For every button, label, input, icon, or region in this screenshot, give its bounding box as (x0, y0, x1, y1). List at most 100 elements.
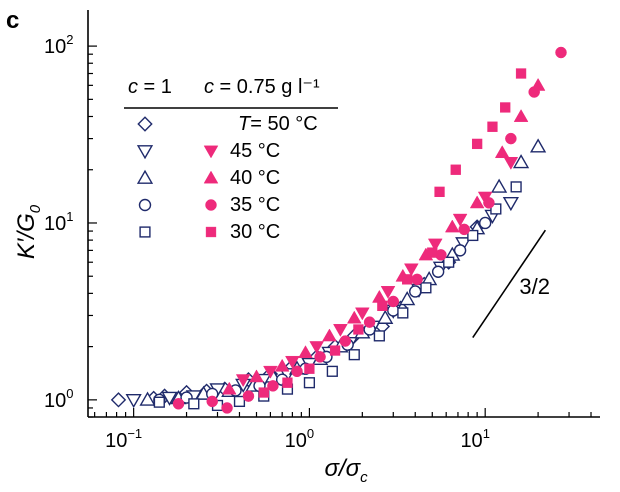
series-c075-45C (235, 156, 519, 388)
data-point (242, 390, 255, 402)
data-point (490, 203, 502, 215)
data-point (322, 328, 337, 342)
legend-marker-open (138, 198, 152, 212)
y-tick-label: 101 (44, 209, 73, 235)
legend-marker-filled (205, 199, 217, 211)
slope-annotation: 3/2 (472, 229, 550, 339)
legend-marker-open (137, 116, 153, 132)
data-point (443, 256, 455, 268)
data-point (427, 247, 438, 258)
data-point (510, 181, 522, 193)
legend-label: 45 °C (230, 140, 280, 162)
data-point (380, 286, 396, 299)
data-point (326, 365, 338, 377)
data-point (373, 330, 385, 342)
data-point (363, 316, 376, 328)
data-point (353, 324, 364, 335)
legend-label: 30 °C (230, 221, 280, 243)
legend-marker-filled (205, 226, 217, 238)
data-point (285, 355, 300, 369)
data-point (399, 291, 416, 306)
data-point (513, 109, 529, 122)
data-points (110, 46, 567, 414)
data-point (161, 391, 178, 406)
x-tick-label: 100 (285, 426, 314, 452)
series-c075-30C (258, 68, 527, 398)
data-point (450, 164, 461, 175)
data-point (339, 335, 352, 347)
y-tick-label: 100 (44, 386, 73, 412)
legend: c = 1 c = 0.75 g l⁻¹ T= 50 °C 45 °C 40 °C 3… (124, 76, 338, 243)
data-point (372, 289, 387, 303)
legend-marker-filled (203, 170, 219, 184)
data-point (125, 393, 142, 409)
legend-label: T= 50 °C (238, 113, 318, 135)
legend-marker-open (139, 226, 151, 238)
data-point (403, 263, 419, 277)
data-point (458, 223, 470, 236)
data-point (515, 68, 527, 79)
data-point (221, 381, 237, 395)
legend-header-c075: c = 0.75 g l⁻¹ (204, 76, 320, 98)
data-point (346, 310, 362, 324)
legend-marker-open (136, 169, 154, 184)
x-tick-label: 10−1 (105, 426, 142, 452)
data-point (377, 309, 394, 324)
data-point (153, 396, 165, 408)
data-point (354, 307, 370, 321)
data-point (188, 398, 200, 410)
data-point (411, 273, 423, 286)
data-point (469, 195, 485, 209)
series-c075-35C (172, 46, 567, 414)
y-axis-label: K′/G0 (13, 204, 44, 259)
data-point (377, 300, 388, 312)
data-point (258, 387, 269, 398)
y-tick-label: 102 (44, 32, 73, 58)
data-point (503, 156, 519, 170)
data-point (235, 374, 251, 388)
data-point (467, 229, 479, 242)
legend-marker-open (136, 145, 154, 160)
data-point (431, 265, 445, 278)
data-point (304, 363, 315, 374)
data-point (483, 197, 495, 209)
data-point (233, 395, 246, 408)
data-point (298, 345, 313, 359)
data-point (267, 380, 279, 392)
axis-ticks (88, 45, 592, 418)
data-point (420, 282, 432, 294)
data-point (291, 365, 303, 378)
data-point (478, 216, 492, 230)
series-c1-40C (139, 138, 547, 406)
series-c1-35C (153, 216, 492, 407)
x-tick-label: 101 (460, 426, 489, 452)
data-point (249, 369, 264, 383)
data-point (263, 365, 278, 379)
data-point (505, 132, 517, 145)
data-point (397, 307, 409, 319)
data-point (529, 138, 547, 153)
data-point (471, 138, 483, 150)
panel-label: c (6, 7, 19, 34)
data-point (402, 274, 413, 285)
legend-header-c1: c = 1 (128, 76, 172, 98)
data-point (453, 244, 467, 257)
legend-label: 35 °C (230, 194, 280, 216)
data-point (329, 345, 341, 356)
slope-label: 3/2 (519, 274, 550, 299)
data-point (348, 349, 360, 361)
data-point (282, 377, 293, 388)
data-point (206, 395, 218, 408)
data-point (444, 219, 460, 233)
data-point (528, 86, 540, 98)
data-point (434, 186, 445, 197)
data-point (500, 102, 511, 113)
data-point (139, 391, 156, 406)
slope-line (472, 229, 547, 339)
tick-labels: 10−1 100 101 100 101 102 (44, 32, 490, 452)
data-point (309, 341, 325, 355)
data-point (387, 295, 400, 308)
legend-marker-filled (203, 145, 219, 159)
data-point (110, 392, 127, 408)
